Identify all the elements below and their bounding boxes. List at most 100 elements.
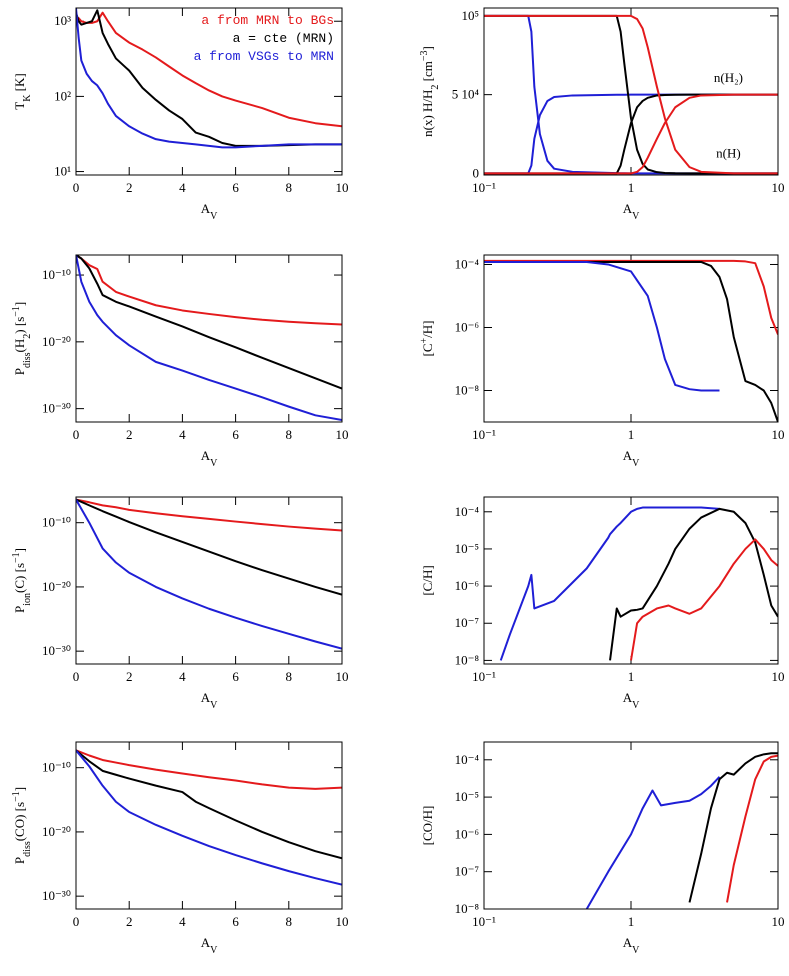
plot-frame: [75, 254, 343, 423]
axis-label-part: ]: [420, 46, 435, 50]
axis-label-part: diss: [22, 841, 33, 857]
x-tick-label: 4: [179, 427, 186, 442]
x-tick-label: 2: [126, 180, 133, 195]
axis-label-part: A: [201, 201, 211, 216]
axis-label: TK [K]: [12, 73, 33, 109]
x-tick-label: 0: [73, 669, 80, 684]
plot-frame: [483, 741, 779, 910]
y-tick-label: 10⁻⁷: [455, 615, 479, 630]
x-tick-label: 8: [286, 180, 293, 195]
x-tick-label: 10: [336, 427, 349, 442]
line-series: [484, 259, 778, 335]
axis-label-part: V: [210, 211, 218, 222]
x-tick-label: 0: [73, 180, 80, 195]
curves: [484, 259, 778, 422]
axis-label-part: (CO) [s: [12, 802, 27, 841]
x-tick-label: 0: [73, 427, 80, 442]
axis-label-part: V: [632, 458, 640, 469]
axis-label-part: 2: [430, 85, 441, 90]
plot-frame: [75, 741, 343, 910]
x-tick-label: 10: [336, 180, 349, 195]
line-series: [76, 499, 342, 650]
line-series: [76, 498, 342, 596]
line-series: [484, 93, 778, 175]
axis-label-part: T: [12, 102, 27, 110]
x-tick-label: 10⁻¹: [472, 669, 496, 684]
y-tick-label: 10⁻²⁰: [42, 824, 71, 839]
x-tick-label: 10⁻¹: [472, 180, 496, 195]
axis-label: [C/H]: [420, 565, 435, 595]
axis-label-part: P: [12, 606, 27, 613]
y-tick-label: 10⁻⁴: [455, 752, 480, 767]
y-tick-label: 10⁻⁷: [455, 864, 479, 879]
y-tick-label: 10⁻⁸: [455, 382, 480, 397]
annotation: n(H₂): [714, 70, 743, 85]
axis-label: Pion(C) [s−1]: [11, 548, 33, 613]
y-tick-label: 10⁻²⁰: [42, 579, 71, 594]
line-series: [76, 11, 342, 128]
y-tick-label: 10⁻¹⁰: [42, 515, 71, 530]
x-tick-label: 10: [336, 669, 349, 684]
x-tick-label: 10: [772, 914, 785, 929]
axis-label: [CO/H]: [420, 806, 435, 846]
line-series: [585, 776, 721, 909]
plot-frame: [483, 254, 779, 423]
y-tick-label: 10⁻³⁰: [42, 401, 71, 416]
x-tick-label: 2: [126, 914, 133, 929]
axis-label: AV: [623, 935, 640, 956]
axis-label: Pdiss(CO) [s−1]: [11, 787, 33, 864]
y-tick-label: 10⁻³⁰: [42, 643, 71, 658]
line-series: [76, 255, 342, 390]
x-tick-label: 4: [179, 914, 186, 929]
axis-label-part: diss: [22, 352, 33, 368]
curves: [499, 506, 778, 661]
curves: [585, 752, 778, 909]
y-tick-label: 10⁻⁴: [455, 504, 480, 519]
y-tick-label: 10⁻¹⁰: [42, 760, 71, 775]
line-series: [76, 255, 342, 326]
panel: 0 2 4 6 8 10 10¹ 10² 10³ AV TK [K] a from MRN to BG…: [12, 7, 349, 222]
curves: [76, 8, 342, 149]
axis-label: AV: [201, 690, 218, 711]
y-tick-label: 10⁻⁴: [455, 256, 480, 271]
axis-label-part: A: [623, 935, 633, 950]
x-tick-label: 1: [628, 914, 635, 929]
curves: [76, 749, 342, 886]
axis-label-part: (H: [12, 339, 27, 353]
axis-label-part: +: [419, 337, 430, 343]
axis-label-part: P: [12, 857, 27, 864]
axis-label-part: ]: [12, 787, 27, 791]
x-tick-label: 8: [286, 914, 293, 929]
y-tick-label: 10²: [54, 88, 71, 103]
axis-label-part: [K]: [12, 73, 27, 94]
axis-label-part: P: [12, 368, 27, 375]
y-tick-label: 10⁵: [461, 8, 479, 23]
legend-entry: a from MRN to BGs: [201, 13, 334, 28]
y-tick-label: 10⁻¹⁰: [42, 267, 71, 282]
y-tick-label: 10⁻⁸: [455, 652, 480, 667]
y-tick-label: 10⁻³⁰: [42, 888, 71, 903]
axis-label-part: A: [201, 448, 211, 463]
x-tick-label: 6: [232, 427, 239, 442]
axis-label-part: ]: [12, 302, 27, 306]
axis-label-part: A: [201, 690, 211, 705]
axis-label-part: V: [632, 211, 640, 222]
axis-label-part: (C) [s: [12, 563, 27, 593]
line-series: [76, 8, 342, 149]
line-series: [499, 506, 720, 661]
axis-label-part: −1: [11, 306, 22, 317]
line-series: [484, 93, 778, 175]
line-series: [688, 752, 778, 903]
axis-label-part: V: [210, 700, 218, 711]
line-series: [484, 93, 778, 175]
line-series: [76, 255, 342, 421]
x-tick-label: 1: [628, 669, 635, 684]
y-tick-label: 10⁻⁵: [455, 541, 479, 556]
plot-frame: [483, 7, 779, 176]
x-tick-label: 10⁻¹: [472, 427, 496, 442]
axis-label-part: [CO/H]: [420, 806, 435, 846]
axis-label-part: ) [s: [12, 317, 27, 334]
panel: 10⁻¹ 1 10 10⁻⁸ 10⁻⁷ 10⁻⁶ 10⁻⁵ 10⁻⁴ AV [CO/H]: [420, 741, 785, 956]
